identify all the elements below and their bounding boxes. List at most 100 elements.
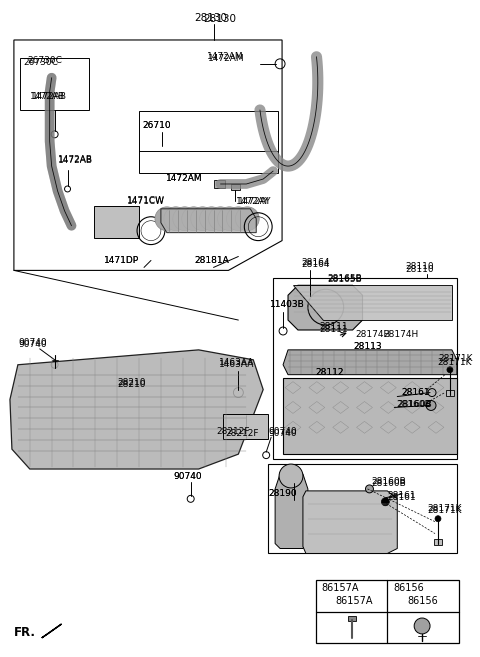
Bar	[139, 112, 278, 173]
Text: 28181A: 28181A	[195, 256, 229, 265]
Text: 28161: 28161	[387, 493, 416, 502]
Circle shape	[382, 498, 389, 506]
Text: 1472AM: 1472AM	[166, 174, 203, 183]
Text: 28130: 28130	[204, 14, 237, 24]
Text: 90740: 90740	[174, 472, 203, 481]
Text: 90740: 90740	[18, 338, 47, 347]
Text: 1472AM: 1472AM	[206, 52, 243, 61]
Text: 28210: 28210	[117, 378, 146, 387]
Text: 28212F: 28212F	[226, 429, 259, 438]
Text: 1471CW: 1471CW	[127, 196, 165, 205]
Text: 11403B: 11403B	[270, 300, 305, 309]
Circle shape	[447, 367, 453, 373]
Text: 1472AB: 1472AB	[58, 155, 93, 164]
Text: 28171K: 28171K	[438, 354, 472, 363]
Text: 28110: 28110	[405, 262, 434, 271]
Circle shape	[365, 485, 373, 493]
Circle shape	[200, 207, 224, 231]
Text: 1471DP: 1471DP	[104, 256, 139, 265]
Text: 28113: 28113	[354, 342, 382, 351]
Text: 1472AB: 1472AB	[30, 91, 65, 101]
Text: 86157A: 86157A	[336, 596, 373, 606]
Text: 1472AB: 1472AB	[32, 91, 67, 101]
Polygon shape	[42, 624, 61, 638]
Circle shape	[191, 207, 215, 231]
Polygon shape	[161, 209, 256, 233]
Polygon shape	[283, 350, 457, 374]
Text: 28165B: 28165B	[328, 275, 362, 284]
Text: 28212F: 28212F	[216, 427, 250, 436]
Text: 28161: 28161	[387, 491, 416, 500]
Text: 28164: 28164	[301, 258, 329, 267]
Text: 1472AY: 1472AY	[239, 197, 272, 206]
Text: 1471DP: 1471DP	[104, 256, 139, 265]
Text: 1463AA: 1463AA	[218, 360, 254, 369]
Circle shape	[435, 516, 441, 522]
Polygon shape	[275, 474, 308, 549]
Text: 28161: 28161	[401, 388, 430, 397]
Circle shape	[426, 401, 436, 411]
Polygon shape	[303, 491, 397, 553]
Bar	[231, 184, 240, 190]
Bar	[20, 58, 89, 110]
Text: 90740: 90740	[18, 340, 47, 349]
Text: 28190: 28190	[268, 489, 297, 498]
Text: 11403B: 11403B	[270, 300, 305, 309]
Text: 28130: 28130	[195, 13, 228, 23]
Polygon shape	[288, 285, 362, 330]
Text: 28110: 28110	[405, 265, 434, 275]
Text: 28111: 28111	[320, 325, 348, 334]
Text: 26730C: 26730C	[28, 56, 63, 65]
Text: 28113: 28113	[354, 342, 382, 351]
Text: 1472AY: 1472AY	[236, 197, 270, 206]
Text: FR.: FR.	[14, 626, 36, 639]
Text: 28165B: 28165B	[328, 275, 362, 283]
Text: 28171K: 28171K	[427, 504, 462, 513]
Text: 28171K: 28171K	[427, 506, 462, 515]
Text: 86157A: 86157A	[322, 583, 360, 593]
Text: 28160B: 28160B	[397, 399, 432, 409]
Circle shape	[173, 207, 197, 231]
Text: 28164: 28164	[301, 260, 329, 269]
Circle shape	[209, 207, 232, 231]
Text: 28160B: 28160B	[372, 477, 406, 486]
Text: 1471CW: 1471CW	[127, 197, 165, 206]
Polygon shape	[283, 378, 457, 454]
Text: 90740: 90740	[174, 472, 203, 481]
Bar	[316, 580, 459, 643]
Circle shape	[182, 207, 205, 231]
Text: 26710: 26710	[142, 122, 171, 131]
Polygon shape	[10, 350, 263, 469]
Text: 86156: 86156	[407, 596, 438, 606]
Text: 86156: 86156	[393, 583, 424, 593]
Text: 28112: 28112	[316, 368, 344, 376]
Text: 28111: 28111	[320, 322, 348, 331]
Bar	[214, 180, 226, 188]
Circle shape	[235, 207, 259, 231]
Text: 28174H: 28174H	[384, 330, 419, 339]
Circle shape	[217, 207, 241, 231]
Text: 90740: 90740	[268, 429, 297, 438]
Bar	[95, 206, 139, 238]
Text: 1472AM: 1472AM	[166, 174, 203, 183]
Polygon shape	[293, 285, 452, 320]
Text: 28112: 28112	[316, 368, 344, 376]
Text: 28161: 28161	[401, 388, 430, 397]
Text: 28174H: 28174H	[356, 330, 391, 339]
Bar	[224, 415, 268, 440]
Bar	[268, 464, 457, 553]
Circle shape	[164, 207, 188, 231]
Bar	[273, 279, 457, 459]
Text: 28171K: 28171K	[437, 358, 471, 367]
Text: 1463AA: 1463AA	[218, 358, 254, 367]
Text: 28160B: 28160B	[372, 479, 406, 488]
Text: 1472AB: 1472AB	[58, 156, 93, 165]
Bar	[446, 390, 454, 396]
Text: 26710: 26710	[142, 122, 171, 131]
Circle shape	[227, 207, 250, 231]
Bar	[434, 539, 442, 545]
Text: 28181A: 28181A	[195, 256, 229, 265]
Circle shape	[279, 464, 303, 488]
Circle shape	[414, 618, 430, 634]
Circle shape	[155, 207, 179, 231]
